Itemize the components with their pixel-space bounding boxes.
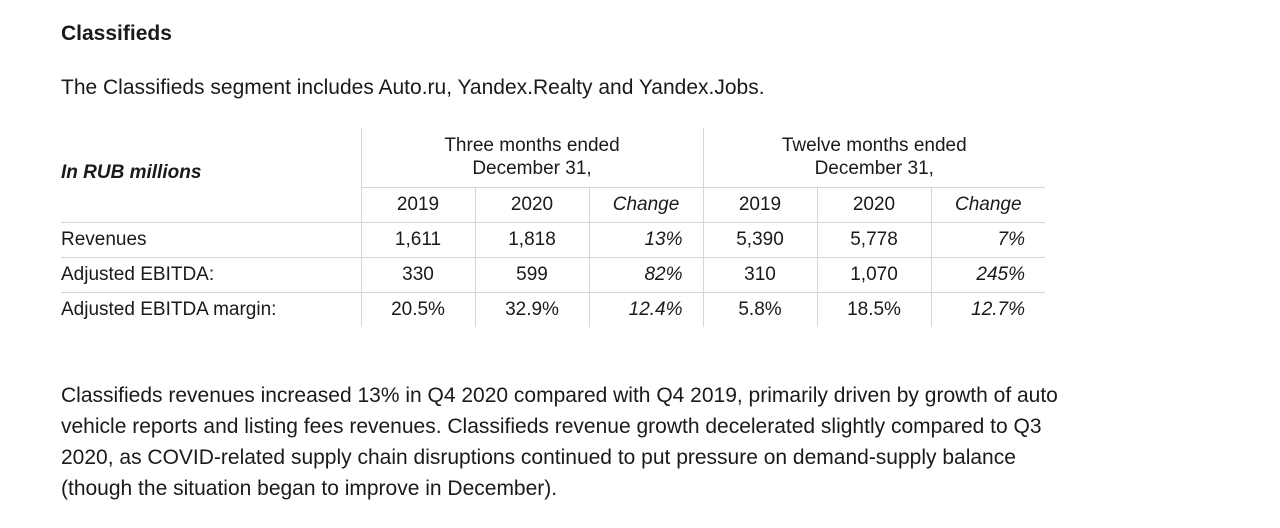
cell-q-change: 12.4% [588,291,703,327]
cell-y2020: 18.5% [816,291,931,327]
unit-label: In RUB millions [61,162,202,183]
twelve-months-header-line1: Twelve months ended [781,135,967,157]
table-group-header-row: In RUB millions Three months ended Decem… [61,128,1045,187]
row-label: Adjusted EBITDA margin: [61,291,361,327]
cell-q2020: 1,818 [474,221,589,257]
cell-y2019: 5.8% [702,291,817,327]
cell-q-change: 82% [588,256,703,292]
q-year-2019-header: 2019 [360,186,475,222]
three-months-header: Three months ended December 31, [360,128,703,187]
y-year-2019-header: 2019 [702,186,817,222]
row-label: Adjusted EBITDA: [61,256,361,292]
body-paragraph: Classifieds revenues increased 13% in Q4… [61,384,1058,500]
y-year-2020-header: 2020 [816,186,931,222]
financial-table: In RUB millions Three months ended Decem… [61,128,1045,327]
table-row: Adjusted EBITDA margin: 20.5% 32.9% 12.4… [61,291,1045,327]
twelve-months-header-line2: December 31, [814,158,934,180]
three-months-header-line2: December 31, [472,158,592,180]
table-row: Adjusted EBITDA: 330 599 82% 310 1,070 2… [61,256,1045,292]
intro-paragraph: The Classifieds segment includes Auto.ru… [61,76,765,99]
cell-q2020: 32.9% [474,291,589,327]
cell-y-change: 12.7% [930,291,1045,327]
cell-q2019: 330 [360,256,475,292]
cell-q2020: 599 [474,256,589,292]
table-year-header-row: 2019 2020 Change 2019 2020 Change [61,186,1045,222]
cell-q2019: 20.5% [360,291,475,327]
three-months-header-line1: Three months ended [444,135,620,157]
y-change-header: Change [930,186,1045,222]
cell-y2020: 5,778 [816,221,931,257]
cell-y-change: 7% [930,221,1045,257]
section-heading: Classifieds [61,22,172,45]
cell-q-change: 13% [588,221,703,257]
blank-header-cell [61,187,361,222]
cell-q2019: 1,611 [360,221,475,257]
table-row: Revenues 1,611 1,818 13% 5,390 5,778 7% [61,221,1045,257]
q-year-2020-header: 2020 [474,186,589,222]
cell-y2019: 5,390 [702,221,817,257]
cell-y2020: 1,070 [816,256,931,292]
twelve-months-header: Twelve months ended December 31, [702,128,1045,187]
row-label: Revenues [61,221,361,257]
q-change-header: Change [588,186,703,222]
cell-y2019: 310 [702,256,817,292]
cell-y-change: 245% [930,256,1045,292]
